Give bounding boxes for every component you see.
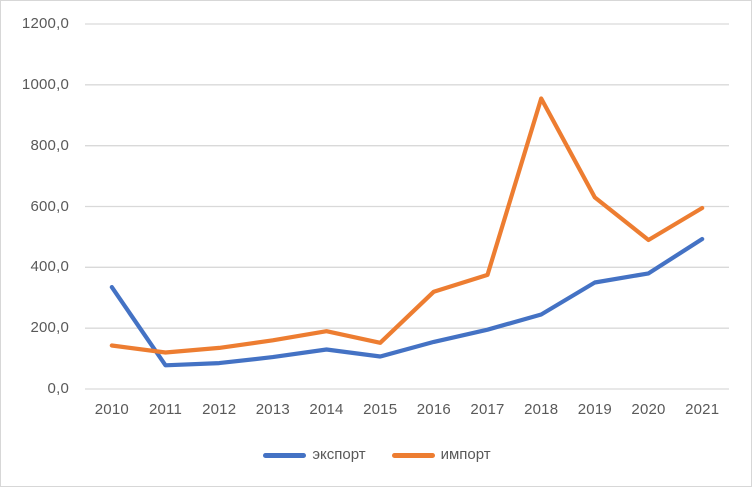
- x-axis-tick-label: 2020: [631, 401, 666, 418]
- x-axis-tick-label: 2012: [202, 401, 237, 418]
- legend-item-import[interactable]: импорт: [391, 445, 491, 465]
- legend: экспорт импорт: [1, 445, 751, 465]
- x-axis-tick-label: 2015: [363, 401, 398, 418]
- x-axis-tick-label: 2013: [255, 401, 290, 418]
- import-series-line: [109, 96, 705, 355]
- y-axis-tick-label: 200,0: [30, 319, 69, 337]
- x-axis-tick-label: 2010: [94, 401, 129, 418]
- x-axis-tick-label: 2018: [524, 401, 559, 418]
- x-axis-tick-label: 2019: [577, 401, 612, 418]
- import-legend-label: импорт: [440, 446, 491, 463]
- y-axis-tick-label: 600,0: [30, 197, 69, 215]
- y-axis-tick-label: 0,0: [47, 380, 69, 397]
- x-axis-tick-label: 2014: [309, 401, 344, 418]
- x-axis-tick-label: 2016: [416, 401, 451, 418]
- export-legend-line-icon: [263, 452, 307, 458]
- export-legend-label: экспорт: [312, 446, 366, 463]
- y-axis-tick-label: 400,0: [30, 258, 69, 276]
- legend-item-export[interactable]: экспорт: [263, 445, 366, 465]
- y-axis-tick-label: 800,0: [30, 136, 69, 154]
- import-legend-line-icon: [391, 452, 435, 458]
- x-axis-tick-label: 2011: [148, 401, 183, 418]
- x-axis-tick-label: 2017: [470, 401, 505, 418]
- x-axis-tick-label: 2021: [685, 401, 720, 418]
- y-axis-tick-label: 1200,0: [21, 15, 69, 32]
- y-axis-tick-label: 1000,0: [21, 75, 69, 93]
- export-series-line: [109, 236, 705, 368]
